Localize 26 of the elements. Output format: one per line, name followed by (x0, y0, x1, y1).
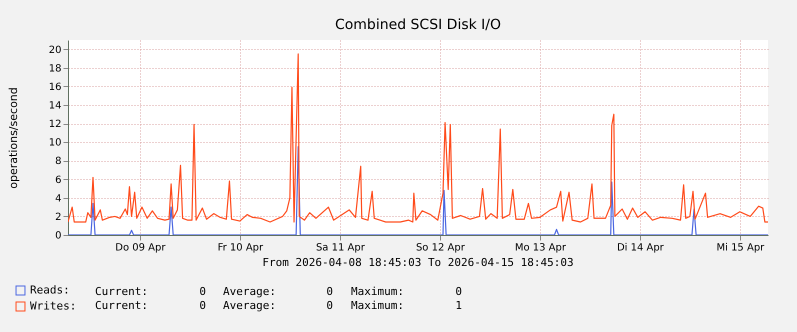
legend-label: Writes: (30, 300, 76, 312)
y-tick-label: 2 (55, 212, 62, 223)
chart-title: Combined SCSI Disk I/O (334, 17, 502, 33)
x-tick-label: Do 09 Apr (115, 242, 166, 254)
y-tick-label: 12 (48, 119, 62, 130)
x-tick-label: Mi 15 Apr (716, 242, 766, 254)
y-axis-title: operations/second (6, 87, 20, 189)
legend-label: Reads: (30, 284, 70, 296)
x-tick-label: Fr 10 Apr (218, 242, 264, 254)
y-tick-label: 4 (55, 193, 62, 204)
x-tick-label: Mo 13 Apr (514, 242, 567, 254)
y-tick-label: 16 (48, 82, 62, 93)
x-tick-label: So 12 Apr (416, 242, 466, 254)
y-tick-label: 18 (48, 63, 62, 74)
y-tick-label: 0 (55, 230, 62, 242)
y-tick-label: 8 (55, 156, 62, 168)
y-tick-label: 20 (48, 44, 62, 56)
line-series (68, 53, 768, 223)
x-tick-label: Di 14 Apr (616, 242, 665, 254)
text: Current: 0 Average: 0 Maximum: 0 (95, 285, 462, 298)
text: From 2026-04-08 18:45:03 To 2026-04-15 18:45:03 (262, 256, 574, 269)
y-tick-label: 14 (48, 100, 62, 112)
text: Current: 0 Average: 0 Maximum: 1 (95, 299, 462, 312)
x-tick-label: Sa 11 Apr (316, 242, 366, 254)
y-tick-label: 6 (55, 174, 62, 186)
y-tick-label: 10 (48, 138, 62, 149)
